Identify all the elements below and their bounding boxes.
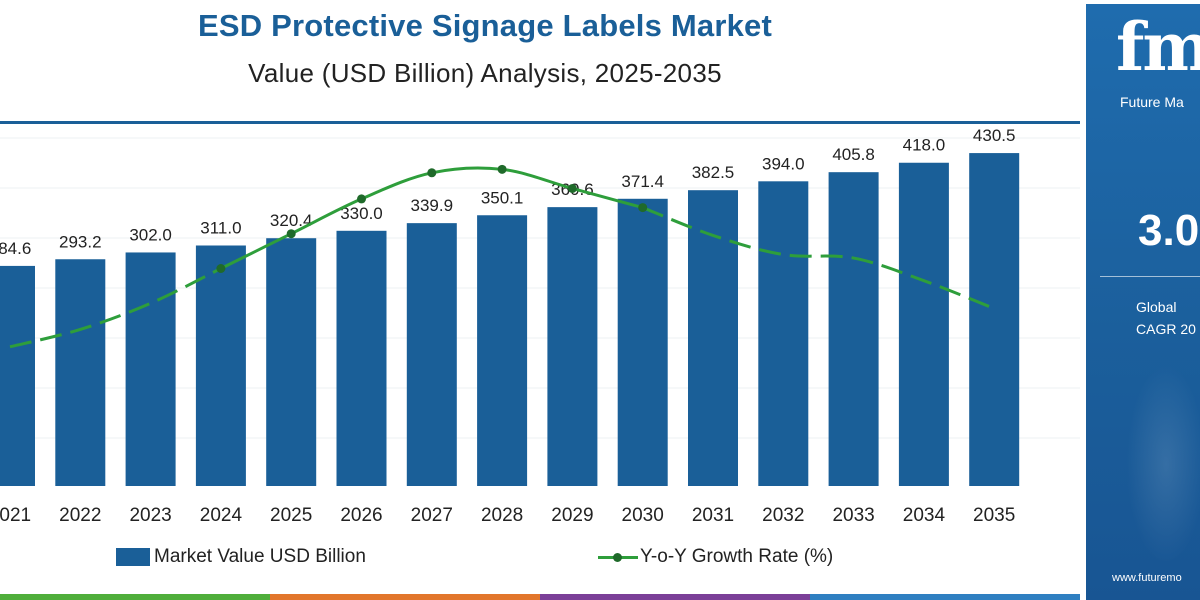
bar-label-2022: 293.2 — [59, 232, 102, 251]
growth-point-2025 — [286, 229, 296, 239]
bar-2031 — [688, 190, 738, 486]
bottom-strip-segment — [540, 594, 810, 600]
x-tick-2024: 2024 — [200, 505, 243, 526]
legend-bar-swatch — [116, 548, 150, 566]
x-tick-2026: 2026 — [340, 505, 382, 526]
bar-label-2034: 418.0 — [903, 136, 946, 155]
x-tick-2035: 2035 — [973, 505, 1015, 526]
bar-2026 — [336, 230, 387, 486]
logo-subtitle: Future Ma — [1120, 94, 1184, 110]
legend-bar-item: Market Value USD Billion — [116, 544, 366, 570]
bar-2025 — [266, 238, 317, 486]
chart-title: ESD Protective Signage Labels Market — [197, 8, 772, 43]
growth-point-2028 — [497, 164, 507, 174]
x-tick-2027: 2027 — [411, 505, 453, 526]
sidebar-divider — [1100, 276, 1200, 277]
bottom-color-strip — [0, 594, 1080, 600]
bar-label-2028: 350.1 — [481, 188, 524, 207]
growth-line-series — [9, 164, 995, 349]
bar-2022 — [55, 259, 106, 486]
chart-subtitle: Value (USD Billion) Analysis, 2025-2035 — [248, 58, 722, 88]
bar-label-2027: 339.9 — [411, 196, 454, 215]
bar-label-2023: 302.0 — [129, 225, 172, 244]
bar-label-2030: 371.4 — [621, 172, 664, 191]
bar-series — [0, 153, 1020, 487]
bar-2024 — [195, 245, 246, 486]
x-tick-2028: 2028 — [481, 505, 523, 526]
legend-line-label: Y-o-Y Growth Rate (%) — [640, 546, 834, 567]
bar-2034 — [898, 162, 949, 486]
bar-label-2033: 405.8 — [832, 145, 875, 164]
bar-2028 — [477, 215, 528, 487]
fmi-logo: fmi — [1116, 8, 1200, 86]
bar-label-2024: 311.0 — [200, 218, 241, 237]
website-url: www.futuremo — [1112, 572, 1182, 584]
bar-2021 — [0, 265, 35, 486]
bar-label-2031: 382.5 — [692, 163, 735, 182]
bottom-strip-segment — [810, 594, 1080, 600]
x-tick-2030: 2030 — [622, 505, 664, 526]
sidebar-panel: fmi Future Ma 3.0 Global CAGR 20 www.fut… — [1086, 4, 1200, 600]
x-tick-2025: 2025 — [270, 505, 312, 526]
x-tick-2034: 2034 — [903, 505, 946, 526]
growth-line-dashed-end — [642, 206, 995, 310]
growth-point-2029 — [567, 183, 577, 193]
cagr-label: Global CAGR 20 — [1136, 296, 1196, 340]
x-tick-2022: 2022 — [59, 505, 101, 526]
x-tick-2032: 2032 — [762, 505, 804, 526]
bar-label-2032: 394.0 — [762, 154, 805, 173]
decorative-glow — [1126, 364, 1200, 564]
bar-line-chart: 284.6 293.2 302.0 311.0 320.4 330.0 339.9 350.1… — [0, 126, 1080, 526]
chart-panel: ESD Protective Signage Labels Market Val… — [0, 8, 1080, 600]
legend-line-swatch — [598, 548, 638, 566]
x-axis-ticks: 2021 2022 2023 2024 2025 2026 2027 2028 2029 2030… — [0, 505, 1015, 526]
growth-point-2027 — [427, 168, 437, 178]
x-tick-2023: 2023 — [129, 505, 171, 526]
bar-label-2035: 430.5 — [973, 126, 1016, 145]
bar-2035 — [969, 153, 1020, 486]
bar-label-2025: 320.4 — [270, 211, 313, 230]
x-tick-2031: 2031 — [692, 505, 734, 526]
growth-point-2026 — [357, 194, 366, 204]
growth-point-2024 — [216, 264, 226, 273]
cagr-value: 3.0 — [1138, 206, 1200, 255]
bar-2032 — [758, 181, 809, 486]
growth-point-2030 — [638, 203, 648, 213]
bar-2023 — [125, 252, 176, 486]
bar-2029 — [547, 207, 598, 487]
cagr-label-line-2: CAGR 20 — [1136, 321, 1196, 337]
legend-bar-label: Market Value USD Billion — [154, 546, 366, 567]
x-tick-2029: 2029 — [551, 505, 593, 526]
bar-label-2021: 284.6 — [0, 239, 31, 258]
title-divider — [0, 121, 1080, 124]
bottom-strip-segment — [0, 594, 270, 600]
x-tick-2033: 2033 — [832, 505, 874, 526]
bar-2033 — [828, 172, 879, 486]
cagr-label-line-1: Global — [1136, 299, 1177, 315]
bar-label-2026: 330.0 — [340, 204, 383, 223]
bar-2027 — [406, 223, 457, 487]
legend-line-item: Y-o-Y Growth Rate (%) — [598, 544, 833, 570]
growth-line-dashed-start — [9, 267, 222, 349]
x-tick-2021: 2021 — [0, 505, 31, 526]
bar-2030 — [617, 198, 668, 486]
bar-value-labels: 284.6 293.2 302.0 311.0 320.4 330.0 339.9 350.1… — [0, 126, 1015, 258]
bottom-strip-segment — [270, 594, 540, 600]
